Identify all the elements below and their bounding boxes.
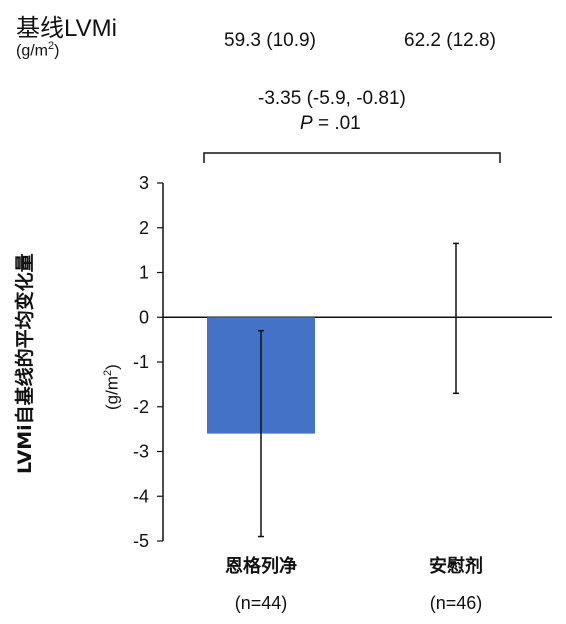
y-tick-label: 3 (139, 173, 149, 193)
category-label-0: 恩格列净 (225, 555, 297, 577)
y-tick-label: -1 (133, 352, 149, 372)
p-value: P = .01 (300, 113, 361, 135)
y-tick-label: -2 (133, 397, 149, 417)
y-axis-unit: (g/m2) (102, 364, 123, 410)
y-tick-label: 2 (139, 218, 149, 238)
y-axis-unit-suffix: ) (102, 364, 122, 370)
p-label: P (300, 113, 313, 134)
baseline-unit: (g/m2) (16, 40, 59, 60)
baseline-title: 基线LVMi (16, 15, 117, 42)
y-axis-unit-prefix: (g/m (102, 376, 122, 410)
baseline-unit-prefix: (g/m (16, 42, 48, 60)
category-label-1: 安慰剂 (429, 555, 483, 577)
y-tick-label: 1 (139, 263, 149, 283)
y-tick-label: -5 (133, 531, 149, 551)
y-tick-label: -3 (133, 442, 149, 462)
category-n-1: (n=46) (430, 593, 483, 613)
category-n-0: (n=44) (235, 593, 288, 613)
difference-estimate: -3.35 (-5.9, -0.81) (258, 88, 406, 109)
baseline-value-empagliflozin: 59.3 (10.9) (224, 30, 316, 51)
y-axis-label: LVMi自基线的平均变化量 (14, 253, 36, 474)
y-axis-unit-sup: 2 (102, 369, 114, 376)
baseline-unit-sup: 2 (48, 40, 55, 52)
y-tick-label: -4 (133, 486, 149, 506)
baseline-value-placebo: 62.2 (12.8) (404, 30, 496, 51)
y-tick-label: 0 (139, 307, 149, 327)
p-value-text: = .01 (312, 113, 361, 134)
baseline-unit-suffix: ) (54, 42, 60, 60)
comparison-bracket (203, 152, 501, 163)
